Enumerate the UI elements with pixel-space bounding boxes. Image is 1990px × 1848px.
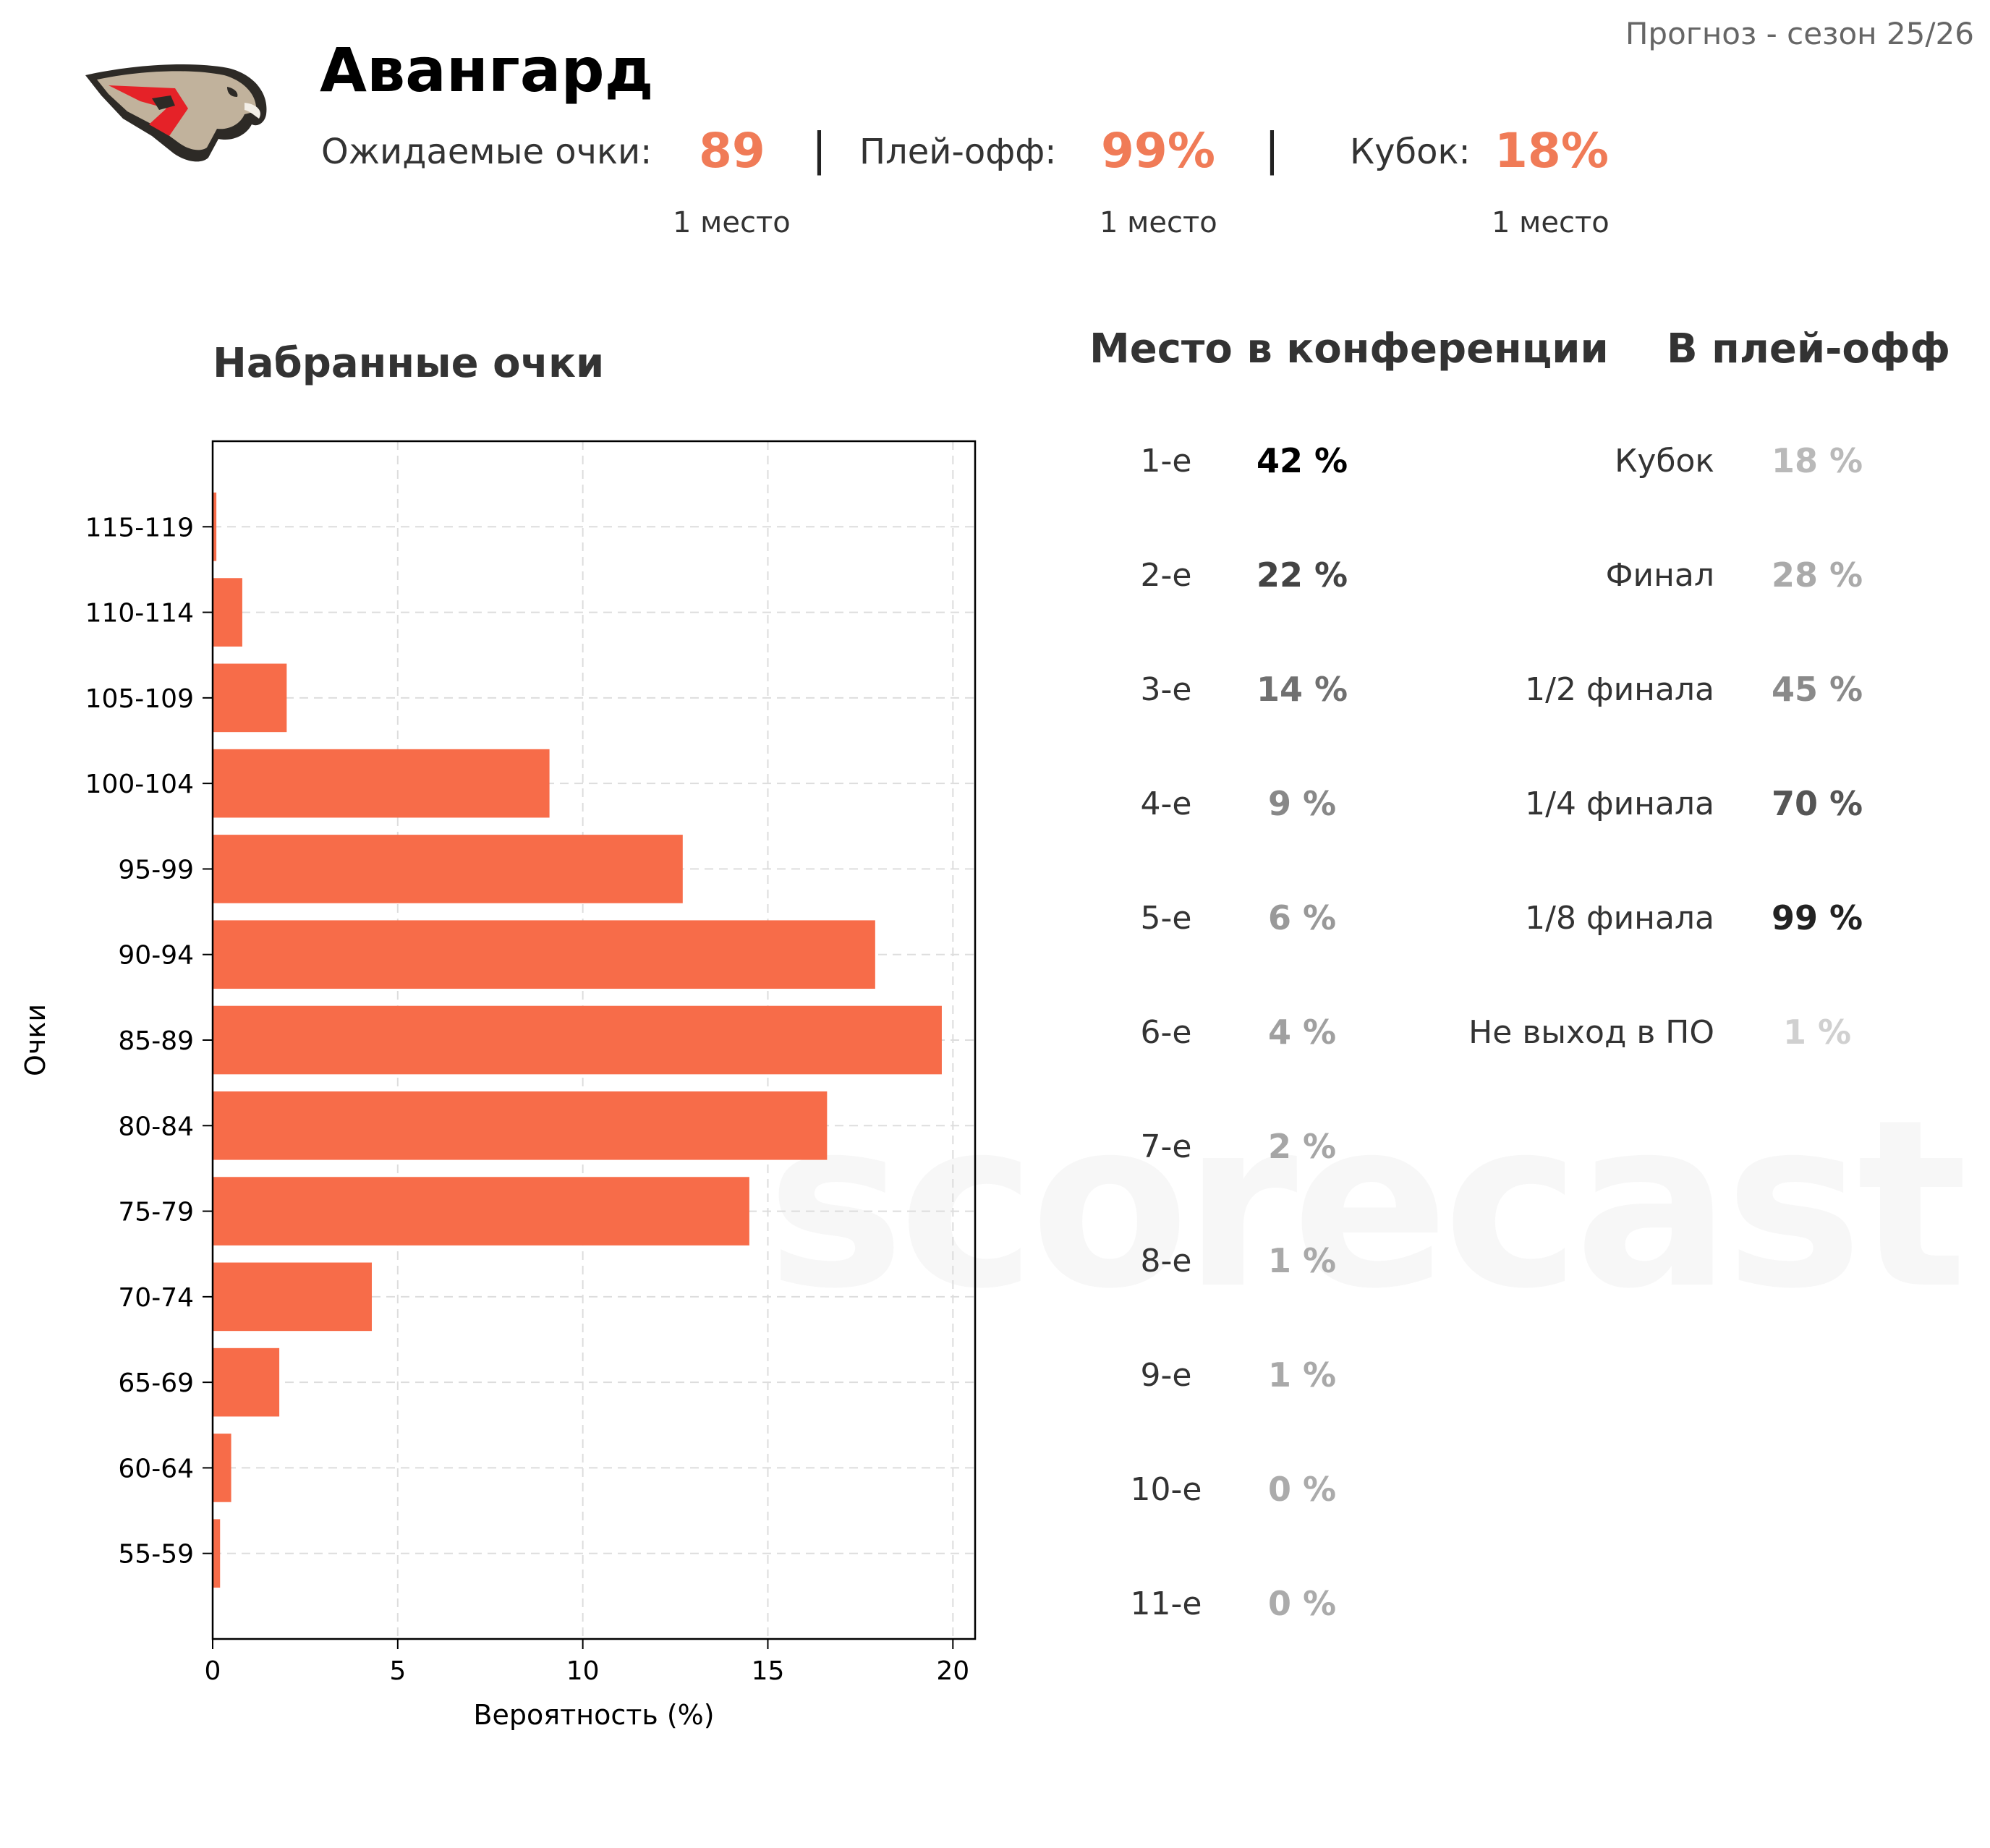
points-chart-title: Набранные очки [213,340,605,387]
conference-place-probability: 14 % [1256,670,1348,709]
team-name: Авангард [320,35,654,106]
stat-separator: | [1264,123,1280,176]
playoff-label: Плей-офф: [859,132,1057,172]
x-tick-label: 15 [752,1656,785,1686]
x-tick-label: 10 [566,1656,600,1686]
conference-title: Место в конференции [1089,325,1609,372]
bar-95-99 [213,835,683,903]
conference-place-probability: 22 % [1256,555,1348,595]
bar-65-69 [213,1347,280,1417]
points-histogram: 0 5 10 15 20 115-119 110-114 105-109 100-104 95-9… [20,440,977,1731]
cup-rank: 1 место [1492,206,1610,239]
bar-90-94 [213,920,875,989]
y-tick-label: 55-59 [118,1540,194,1570]
playoff-round-label: Не выход в ПО [1468,1014,1714,1051]
playoff-round-probability: 45 % [1771,670,1863,709]
bar-55-59 [213,1519,221,1588]
conference-place-label: 2-е [1140,557,1192,594]
bar-85-89 [213,1005,942,1075]
y-tick-label: 115-119 [85,513,194,542]
playoff-round-label: 1/4 финала [1525,785,1714,822]
y-tick-label: 80-84 [118,1112,194,1141]
bar-60-64 [213,1434,231,1502]
season-label: Прогноз - сезон 25/26 [1625,16,1974,51]
conference-place-label: 1-е [1140,443,1192,480]
points-rank: 1 место [673,206,791,239]
bar-115-119 [213,492,217,561]
playoffs-title: В плей-офф [1667,325,1950,372]
conference-place-probability: 42 % [1256,441,1348,480]
bar-80-84 [213,1091,828,1160]
conference-place-probability: 0 % [1267,1470,1337,1509]
bar-105-109 [213,663,287,733]
cup-label: Кубок: [1350,132,1471,172]
y-tick-label: 105-109 [85,684,194,714]
conference-place-label: 11-е [1130,1585,1202,1622]
conference-place-probability: 0 % [1267,1584,1337,1623]
playoff-round-probability: 99 % [1771,898,1863,937]
y-tick-label: 95-99 [118,855,194,885]
stat-separator: | [812,123,827,176]
expected-points-label: Ожидаемые очки: [321,132,652,172]
y-tick-label: 70-74 [118,1283,194,1313]
conference-place-label: 8-е [1140,1243,1192,1279]
playoff-rank: 1 место [1100,206,1217,239]
conference-place-label: 4-е [1140,785,1192,822]
y-tick-label: 110-114 [85,599,194,629]
conference-place-probability: 2 % [1267,1127,1337,1166]
conference-place-label: 9-е [1140,1357,1192,1394]
y-tick-label: 60-64 [118,1454,194,1483]
cup-value: 18% [1494,123,1609,179]
x-tick-label: 0 [205,1656,221,1686]
conference-place-label: 5-е [1140,900,1192,937]
conference-place-label: 10-е [1130,1471,1202,1508]
conference-place-label: 7-е [1140,1128,1192,1165]
playoff-round-probability: 28 % [1771,555,1863,595]
playoff-value: 99% [1101,123,1215,179]
conference-place-probability: 4 % [1267,1013,1337,1052]
x-tick-label: 20 [936,1656,969,1686]
bar-70-74 [213,1262,373,1332]
conference-place-label: 6-е [1140,1014,1192,1051]
playoff-round-probability: 70 % [1771,784,1863,823]
bar-100-104 [213,749,550,818]
playoff-round-probability: 1 % [1782,1013,1852,1052]
watermark-text: scorecast [767,1070,1968,1340]
conference-place-probability: 1 % [1267,1355,1337,1394]
conference-place-probability: 6 % [1267,898,1337,937]
conference-place-probability: 9 % [1267,784,1337,823]
playoff-round-label: Финал [1605,557,1714,594]
y-tick-label: 85-89 [118,1026,194,1056]
y-tick-label: 100-104 [85,770,194,799]
bar-110-114 [213,578,242,647]
y-tick-label: 75-79 [118,1198,194,1227]
conference-place-label: 3-е [1140,671,1192,708]
playoff-round-probability: 18 % [1771,441,1863,480]
x-axis-label: Вероятность (%) [473,1699,714,1731]
y-axis-label: Очки [20,1004,51,1076]
bar-75-79 [213,1177,749,1246]
team-logo-icon [85,64,267,162]
plot-frame [211,440,977,1640]
playoff-round-label: 1/2 финала [1525,671,1714,708]
x-tick-label: 5 [389,1656,406,1686]
conference-place-probability: 1 % [1267,1241,1337,1280]
y-tick-label: 90-94 [118,941,194,971]
y-tick-label: 65-69 [118,1368,194,1398]
expected-points-value: 89 [699,123,765,179]
playoff-round-label: 1/8 финала [1525,900,1714,937]
playoff-round-label: Кубок [1615,443,1714,480]
